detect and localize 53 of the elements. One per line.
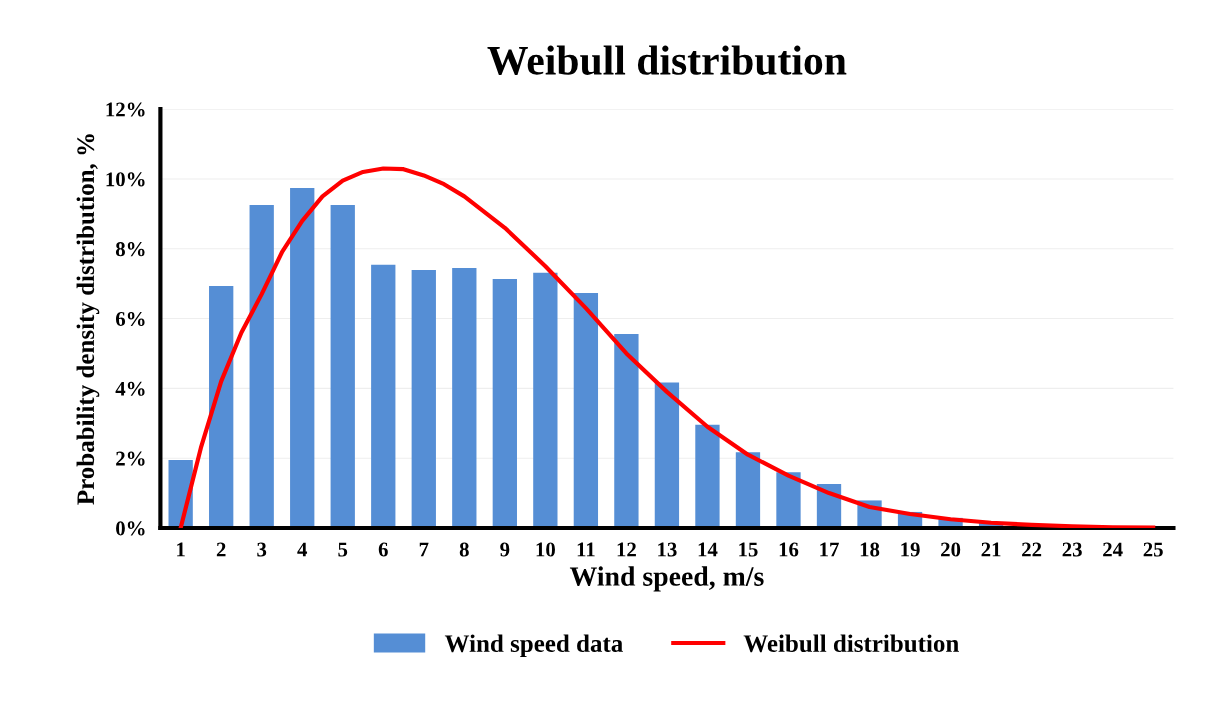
x-tick-label: 13 xyxy=(658,542,677,557)
bar xyxy=(695,424,720,528)
x-tick-label: 12 xyxy=(617,542,636,557)
x-tick-label: 7 xyxy=(419,542,429,557)
bar xyxy=(290,188,315,528)
bar xyxy=(371,264,396,528)
x-tick-label: 9 xyxy=(500,542,510,557)
bar xyxy=(411,270,436,528)
x-tick-label: 6 xyxy=(378,542,388,557)
y-tick-label: 12% xyxy=(106,102,145,117)
x-tick-label: 25 xyxy=(1143,542,1163,557)
x-tick-label: 17 xyxy=(820,542,839,557)
y-tick-label: 4% xyxy=(115,381,145,396)
x-tick-label: 20 xyxy=(941,542,961,557)
x-tick-label: 10 xyxy=(536,542,555,557)
chart-title: Weibull distribution xyxy=(487,45,847,76)
y-tick-label: 6% xyxy=(115,311,145,327)
x-tick-label: 19 xyxy=(901,542,920,557)
bar xyxy=(492,279,517,528)
x-tick-label: 22 xyxy=(1022,542,1042,557)
bar xyxy=(654,382,680,528)
x-tick-label: 1 xyxy=(177,542,185,557)
y-tick-label: 0% xyxy=(116,521,145,536)
y-tick-label: 8% xyxy=(115,242,145,257)
bar xyxy=(614,333,639,528)
legend-label: Weibull distribution xyxy=(743,634,959,653)
x-tick-label: 23 xyxy=(1062,542,1082,557)
bar xyxy=(330,205,355,528)
x-tick-label: 21 xyxy=(981,542,1001,557)
y-axis-title: Probability density distribution, % xyxy=(76,134,100,505)
x-tick-label: 5 xyxy=(338,542,348,557)
x-tick-label: 24 xyxy=(1103,542,1123,557)
x-tick-label: 11 xyxy=(577,542,595,557)
x-tick-label: 3 xyxy=(257,542,267,557)
bar xyxy=(209,286,234,528)
x-tick-label: 4 xyxy=(297,542,308,557)
line-series xyxy=(178,166,1156,528)
x-tick-label: 18 xyxy=(860,542,880,557)
x-tick-label: 14 xyxy=(698,542,718,557)
legend-label: Wind speed data xyxy=(444,634,623,658)
x-axis-title: Wind speed, m/s xyxy=(569,566,764,592)
bar xyxy=(533,272,558,528)
bar xyxy=(249,205,274,528)
x-tick-label: 2 xyxy=(216,542,226,557)
x-tick-label: 15 xyxy=(739,542,758,557)
y-tick-label: 2% xyxy=(116,451,145,466)
bar xyxy=(776,472,801,528)
bar xyxy=(735,452,761,528)
y-tick-label: 10% xyxy=(106,172,145,187)
x-tick-label: 8 xyxy=(459,542,469,557)
bar xyxy=(573,293,599,528)
bar xyxy=(452,267,477,528)
x-tick-label: 16 xyxy=(779,542,799,557)
